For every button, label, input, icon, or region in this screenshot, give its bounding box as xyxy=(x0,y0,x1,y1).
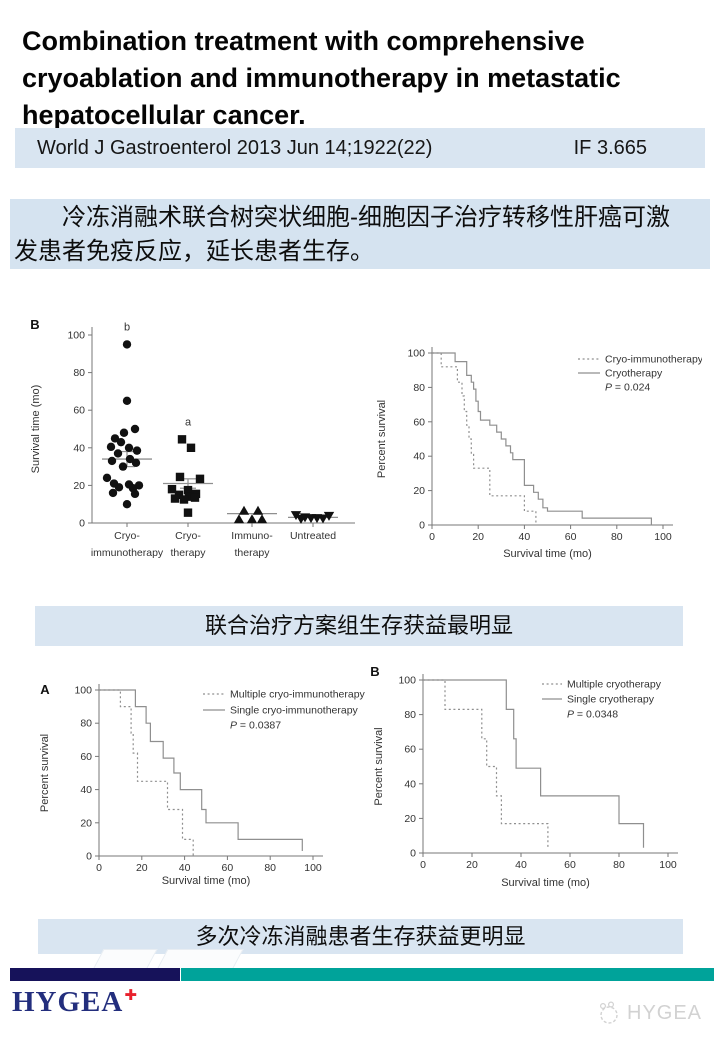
svg-text:60: 60 xyxy=(564,859,576,871)
svg-text:Cryo-: Cryo- xyxy=(175,530,201,542)
km-curve-multiple-vs-single-cryoimmuno: 0 20 40 60 80 100 0 20 40 60 80 100 Survival time (m… xyxy=(39,682,366,887)
footer-navy-bar xyxy=(10,968,180,981)
svg-text:80: 80 xyxy=(613,859,625,871)
svg-text:Percent survival: Percent survival xyxy=(39,734,51,812)
svg-text:Cryo-immunotherapy: Cryo-immunotherapy xyxy=(605,354,702,366)
logo-cross-icon: ✚ xyxy=(124,986,138,1005)
svg-text:Immuno-: Immuno- xyxy=(231,530,273,542)
svg-text:80: 80 xyxy=(264,862,276,874)
summary-box-cn: 冷冻消融术联合树突状细胞-细胞因子治疗转移性肝癌可激发患者免疫反应，延长患者生存… xyxy=(10,199,710,269)
svg-text:80: 80 xyxy=(80,718,92,730)
summary-text: 冷冻消融术联合树突状细胞-细胞因子治疗转移性肝癌可激发患者免疫反应，延长患者生存… xyxy=(14,204,670,265)
svg-text:Cryotherapy: Cryotherapy xyxy=(605,368,663,380)
svg-text:0: 0 xyxy=(429,531,435,543)
svg-text:Survival time (mo): Survival time (mo) xyxy=(30,385,42,474)
note-combined-benefit: 联合治疗方案组生存获益最明显 xyxy=(35,606,683,646)
svg-text:20: 20 xyxy=(472,531,484,543)
svg-text:40: 40 xyxy=(80,784,92,796)
svg-text:20: 20 xyxy=(466,859,478,871)
svg-text:100: 100 xyxy=(659,859,677,871)
svg-text:B: B xyxy=(370,664,379,679)
svg-text:a: a xyxy=(185,416,192,428)
svg-text:60: 60 xyxy=(413,416,425,428)
svg-text:P = 0.024: P = 0.024 xyxy=(605,382,650,394)
svg-text:Percent survival: Percent survival xyxy=(373,727,385,805)
svg-text:40: 40 xyxy=(179,862,191,874)
footer-decoration xyxy=(92,949,158,970)
footer-teal-bar xyxy=(181,968,714,981)
svg-text:0: 0 xyxy=(419,520,425,532)
svg-text:Multiple cryo-immunotherapy: Multiple cryo-immunotherapy xyxy=(230,689,366,701)
svg-text:40: 40 xyxy=(413,451,425,463)
svg-text:Single cryo-immunotherapy: Single cryo-immunotherapy xyxy=(230,705,359,717)
svg-text:0: 0 xyxy=(420,859,426,871)
svg-text:60: 60 xyxy=(222,862,234,874)
journal-citation: World J Gastroenterol 2013 Jun 14;1922(2… xyxy=(37,136,433,159)
svg-text:100: 100 xyxy=(654,531,672,543)
svg-text:80: 80 xyxy=(611,531,623,543)
paper-title: Combination treatment with comprehensive… xyxy=(22,26,621,131)
svg-text:20: 20 xyxy=(404,813,416,825)
svg-text:Untreated: Untreated xyxy=(290,530,336,542)
footer-decoration xyxy=(156,949,244,970)
svg-text:40: 40 xyxy=(519,531,531,543)
svg-text:20: 20 xyxy=(413,485,425,497)
svg-text:0: 0 xyxy=(86,851,92,863)
svg-text:therapy: therapy xyxy=(234,547,270,559)
scatter-plot-survival-by-group: 0 20 40 60 80 100 Survival time (mo) b Cryo-immu… xyxy=(30,317,355,559)
svg-text:Percent survival: Percent survival xyxy=(376,400,388,478)
svg-text:A: A xyxy=(40,682,50,697)
svg-text:100: 100 xyxy=(74,685,92,697)
svg-text:40: 40 xyxy=(515,859,527,871)
svg-text:immunotherapy: immunotherapy xyxy=(91,547,164,559)
svg-text:0: 0 xyxy=(410,848,416,860)
svg-text:Survival time (mo): Survival time (mo) xyxy=(503,548,592,560)
svg-text:80: 80 xyxy=(404,709,416,721)
km-curve-multiple-vs-single-cryo: 0 20 40 60 80 100 0 20 40 60 80 100 Survival time (m… xyxy=(370,664,678,889)
svg-text:60: 60 xyxy=(404,744,416,756)
note-multiple-benefit: 多次冷冻消融患者生存获益更明显 xyxy=(38,919,683,954)
svg-text:40: 40 xyxy=(73,442,85,454)
svg-text:20: 20 xyxy=(73,480,85,492)
svg-text:therapy: therapy xyxy=(170,547,206,559)
svg-text:100: 100 xyxy=(304,862,322,874)
svg-text:P = 0.0348: P = 0.0348 xyxy=(567,709,618,721)
svg-text:60: 60 xyxy=(73,405,85,417)
citation-bar: World J Gastroenterol 2013 Jun 14;1922(2… xyxy=(15,128,705,168)
svg-text:0: 0 xyxy=(96,862,102,874)
watermark: HYGEA xyxy=(596,1000,702,1026)
svg-text:20: 20 xyxy=(80,817,92,829)
svg-text:60: 60 xyxy=(80,751,92,763)
svg-text:60: 60 xyxy=(565,531,577,543)
svg-text:100: 100 xyxy=(67,330,85,342)
svg-text:20: 20 xyxy=(136,862,148,874)
svg-text:80: 80 xyxy=(413,382,425,394)
hygea-logo-text: HYGEA xyxy=(12,986,124,1018)
svg-text:Survival time (mo): Survival time (mo) xyxy=(162,875,251,887)
svg-text:Multiple cryotherapy: Multiple cryotherapy xyxy=(567,679,662,691)
impact-factor: IF 3.665 xyxy=(573,136,647,159)
svg-text:b: b xyxy=(124,321,130,333)
svg-text:Survival time (mo): Survival time (mo) xyxy=(501,877,590,889)
svg-text:0: 0 xyxy=(79,518,85,530)
svg-text:Cryo-: Cryo- xyxy=(114,530,140,542)
svg-text:80: 80 xyxy=(73,367,85,379)
svg-text:B: B xyxy=(30,317,39,332)
svg-text:Single cryotherapy: Single cryotherapy xyxy=(567,694,655,706)
svg-text:P = 0.0387: P = 0.0387 xyxy=(230,720,281,732)
svg-text:40: 40 xyxy=(404,778,416,790)
hygea-logo: HYGEA✚ xyxy=(12,986,138,1019)
svg-text:100: 100 xyxy=(398,675,416,687)
watermark-globe-icon xyxy=(599,1001,618,1024)
svg-text:100: 100 xyxy=(407,348,425,360)
watermark-text: HYGEA xyxy=(627,1001,703,1024)
km-curve-cryoimmuno-vs-cryo: 0 20 40 60 80 100 0 20 40 60 80 100 Survival time (m… xyxy=(376,347,702,560)
